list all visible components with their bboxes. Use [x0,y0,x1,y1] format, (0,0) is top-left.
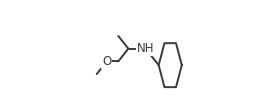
Text: O: O [102,55,111,68]
Text: NH: NH [137,42,154,55]
